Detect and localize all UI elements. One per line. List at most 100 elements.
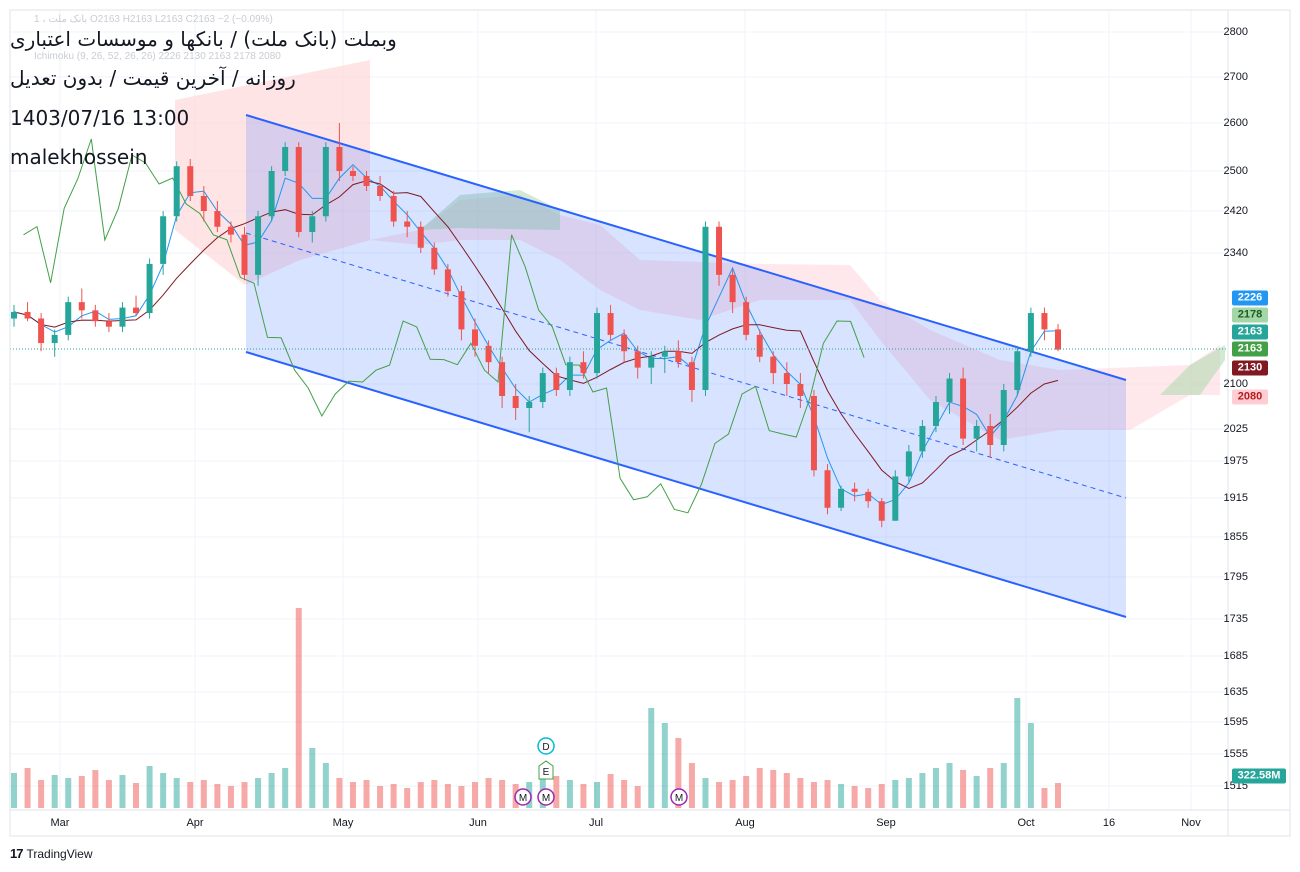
candle-body	[146, 263, 153, 314]
ichimoku-legend: Ichimoku (9, 26, 52, 26, 26) 2226 2130 2…	[34, 51, 281, 62]
candle-body	[1041, 313, 1048, 330]
y-tick-label: 1915	[1223, 492, 1248, 504]
volume-bar	[851, 786, 858, 808]
candle-body	[485, 345, 492, 363]
candle-body	[661, 351, 668, 357]
volume-bar	[363, 780, 370, 808]
candle-body	[241, 234, 248, 275]
meeting-marker-icon	[537, 788, 555, 806]
volume-bar	[1014, 698, 1021, 808]
candle-body	[932, 402, 939, 426]
y-tick-label: 1855	[1223, 531, 1248, 543]
volume-bar	[865, 788, 872, 808]
brand-name: TradingView	[26, 846, 93, 861]
volume-bar	[485, 778, 492, 808]
y-tick-label: 2800	[1223, 26, 1248, 38]
candle-body	[580, 362, 587, 374]
candle-body	[607, 313, 614, 335]
candle-body	[946, 378, 953, 402]
candle-body	[716, 226, 723, 275]
volume-bar	[78, 776, 85, 808]
x-tick-label: Jul	[588, 817, 604, 829]
candle-body	[105, 321, 112, 327]
price-tag: 2080	[1232, 389, 1268, 405]
candle-body	[11, 311, 17, 319]
candle-body	[187, 166, 194, 196]
volume-bar	[878, 784, 885, 808]
candle-body	[200, 196, 207, 211]
chart-subtitle: روزانه / آخرین قیمت / بدون تعدیل	[10, 66, 296, 90]
volume-bar	[92, 770, 99, 808]
candle-body	[444, 269, 451, 292]
volume-bar	[471, 782, 478, 808]
volume-bar	[1055, 783, 1061, 808]
volume-bar	[227, 786, 234, 808]
x-tick-label: Sep	[876, 817, 896, 829]
volume-bar	[919, 773, 926, 808]
candle-body	[756, 334, 763, 357]
volume-bar	[621, 780, 628, 808]
x-tick-label: Aug	[735, 817, 755, 829]
candle-body	[878, 501, 885, 521]
price-tag: 2130	[1232, 360, 1268, 376]
candle-body	[309, 216, 316, 232]
volume-bar	[417, 782, 424, 808]
x-tick-label: Mar	[50, 817, 70, 829]
volume-bar	[51, 775, 58, 808]
x-tick-label: May	[332, 817, 354, 829]
volume-bar	[607, 774, 614, 808]
y-tick-label: 2340	[1223, 247, 1248, 259]
volume-bar	[688, 763, 695, 808]
candle-body	[566, 362, 573, 390]
volume-bar	[160, 773, 167, 808]
candle-body	[119, 307, 126, 327]
volume-bar	[783, 773, 790, 808]
candle-body	[892, 476, 899, 521]
volume-bar	[675, 738, 682, 808]
y-tick-label: 1685	[1223, 650, 1248, 662]
volume-tag: 322.58M	[1232, 768, 1286, 784]
footer-brand[interactable]: 17 TradingView	[10, 846, 93, 861]
candle-body	[851, 488, 858, 492]
chart-author: malekhossein	[10, 145, 148, 169]
volume-bar	[336, 778, 343, 808]
volume-bar	[458, 786, 465, 808]
candle-body	[553, 373, 560, 390]
volume-bar	[214, 784, 221, 808]
candle-body	[1000, 390, 1007, 445]
volume-bar	[743, 776, 750, 808]
volume-bar	[187, 782, 194, 808]
volume-bar	[444, 784, 451, 808]
candle-body	[634, 351, 641, 368]
y-tick-label: 2700	[1223, 71, 1248, 83]
candle-body	[1027, 313, 1034, 352]
candle-body	[377, 186, 384, 196]
volume-bar	[566, 780, 573, 808]
volume-bar	[349, 782, 356, 808]
candle-body	[743, 302, 750, 335]
volume-bar	[932, 768, 939, 808]
y-tick-label: 1635	[1223, 686, 1248, 698]
candle-body	[363, 176, 370, 186]
y-tick-label: 1795	[1223, 571, 1248, 583]
volume-bar	[499, 780, 506, 808]
x-tick-label: Jun	[469, 817, 487, 829]
channel-lower-line	[245, 351, 1127, 618]
y-tick-label: 2025	[1223, 423, 1248, 435]
volume-bar	[594, 782, 601, 808]
candle-body	[783, 373, 790, 384]
candle-body	[24, 311, 31, 319]
volume-bar	[553, 776, 560, 808]
volume-bar	[105, 780, 112, 808]
x-tick-label: Nov	[1181, 817, 1201, 829]
y-tick-label: 1735	[1223, 613, 1248, 625]
chikou-line	[23, 138, 865, 514]
x-tick-label: 16	[1102, 817, 1116, 829]
volume-bar	[11, 773, 17, 808]
event-marker-label: M	[542, 793, 550, 804]
event-marker-label: M	[675, 793, 683, 804]
candle-body	[214, 211, 221, 227]
candle-body	[227, 226, 234, 235]
candle-body	[78, 302, 85, 311]
